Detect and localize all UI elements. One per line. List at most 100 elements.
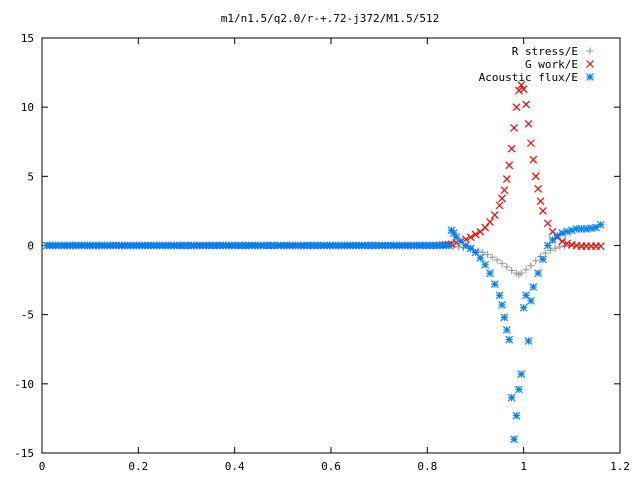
data-point — [425, 241, 434, 250]
data-point — [517, 81, 526, 89]
x-tick-label: 0.4 — [225, 460, 245, 473]
chart-title: m1/n1.5/q2.0/r-+.72-j372/M1.5/512 — [221, 12, 440, 25]
legend-marker — [586, 60, 594, 68]
data-point — [536, 197, 545, 206]
legend-label: Acoustic flux/E — [479, 71, 578, 84]
data-point — [490, 280, 499, 289]
axis-ticks: 0 0.2 0.4 0.6 0.8 1 1.2 15 10 5 0 -5 -10 -15 — [14, 32, 630, 473]
data-point — [212, 241, 221, 250]
data-point — [558, 229, 567, 237]
data-point — [512, 411, 521, 420]
data-point — [522, 100, 530, 109]
data-point — [505, 335, 514, 344]
x-tick-label: 0.2 — [128, 460, 148, 473]
data-point — [531, 172, 540, 181]
data-point — [507, 393, 516, 402]
data-point — [519, 85, 528, 94]
data-point — [371, 241, 380, 250]
data-point — [503, 263, 511, 271]
data-point — [466, 233, 475, 242]
data-point — [514, 385, 523, 394]
series-2 — [42, 81, 605, 251]
data-point — [529, 155, 538, 164]
data-point — [502, 325, 511, 334]
data-point — [510, 435, 518, 444]
series-3 — [42, 220, 605, 444]
data-point — [534, 184, 543, 193]
data-point — [364, 241, 373, 250]
data-point — [486, 218, 494, 226]
y-tick-label: 10 — [21, 101, 34, 114]
data-point — [534, 269, 543, 278]
data-point — [500, 313, 509, 322]
data-point — [524, 119, 533, 128]
data-point — [517, 269, 525, 277]
data-point — [488, 253, 496, 261]
data-point — [493, 256, 501, 264]
y-tick-label: 5 — [27, 170, 34, 183]
data-point — [596, 220, 605, 229]
data-point — [476, 254, 485, 262]
data-point — [522, 266, 530, 274]
data-marks — [42, 81, 605, 444]
data-point — [495, 291, 504, 300]
data-point — [502, 175, 511, 184]
data-point — [539, 255, 547, 264]
x-tick-label: 1 — [520, 460, 527, 473]
data-point — [596, 242, 605, 251]
data-point — [510, 123, 518, 132]
legend-marker — [586, 47, 594, 55]
legend-label: G work/E — [525, 58, 578, 71]
data-point — [532, 257, 540, 265]
data-point — [500, 186, 509, 195]
data-point — [512, 103, 521, 112]
data-point — [422, 241, 431, 250]
x-tick-label: 0.8 — [417, 460, 437, 473]
data-point — [514, 86, 523, 95]
data-point — [490, 211, 499, 219]
data-point — [519, 303, 528, 312]
data-point — [524, 337, 533, 345]
data-point — [484, 250, 492, 258]
data-point — [471, 230, 480, 239]
data-point — [507, 144, 516, 153]
y-tick-label: 0 — [27, 240, 34, 253]
data-point — [563, 239, 571, 248]
x-tick-label: 1.2 — [610, 460, 630, 473]
y-tick-label: -10 — [14, 378, 34, 391]
data-point — [237, 241, 246, 250]
x-tick-label: 0 — [39, 460, 46, 473]
y-tick-label: -15 — [14, 447, 34, 460]
data-point — [541, 249, 549, 257]
data-point — [539, 206, 547, 215]
data-point — [445, 241, 453, 250]
y-tick-label: 15 — [21, 32, 34, 45]
legend-label: R stress/E — [512, 45, 578, 58]
data-point — [498, 301, 506, 309]
data-point — [452, 238, 461, 247]
data-point — [563, 227, 571, 236]
data-point — [529, 283, 538, 291]
data-point — [176, 241, 185, 250]
data-point — [508, 266, 516, 274]
legend-marker — [586, 73, 594, 81]
data-point — [526, 296, 535, 305]
data-point — [527, 262, 535, 270]
x-tick-label: 0.6 — [321, 460, 341, 473]
data-point — [498, 259, 506, 267]
data-point — [486, 269, 494, 278]
data-point — [517, 370, 526, 379]
data-point — [543, 219, 552, 228]
y-tick-label: -5 — [21, 309, 34, 322]
data-point — [526, 139, 535, 148]
data-point — [567, 226, 576, 235]
data-point — [551, 244, 559, 252]
data-point — [498, 194, 506, 203]
data-point — [429, 241, 438, 250]
data-point — [505, 161, 514, 170]
data-point — [481, 260, 490, 269]
data-point — [180, 241, 189, 250]
data-point — [495, 201, 504, 210]
